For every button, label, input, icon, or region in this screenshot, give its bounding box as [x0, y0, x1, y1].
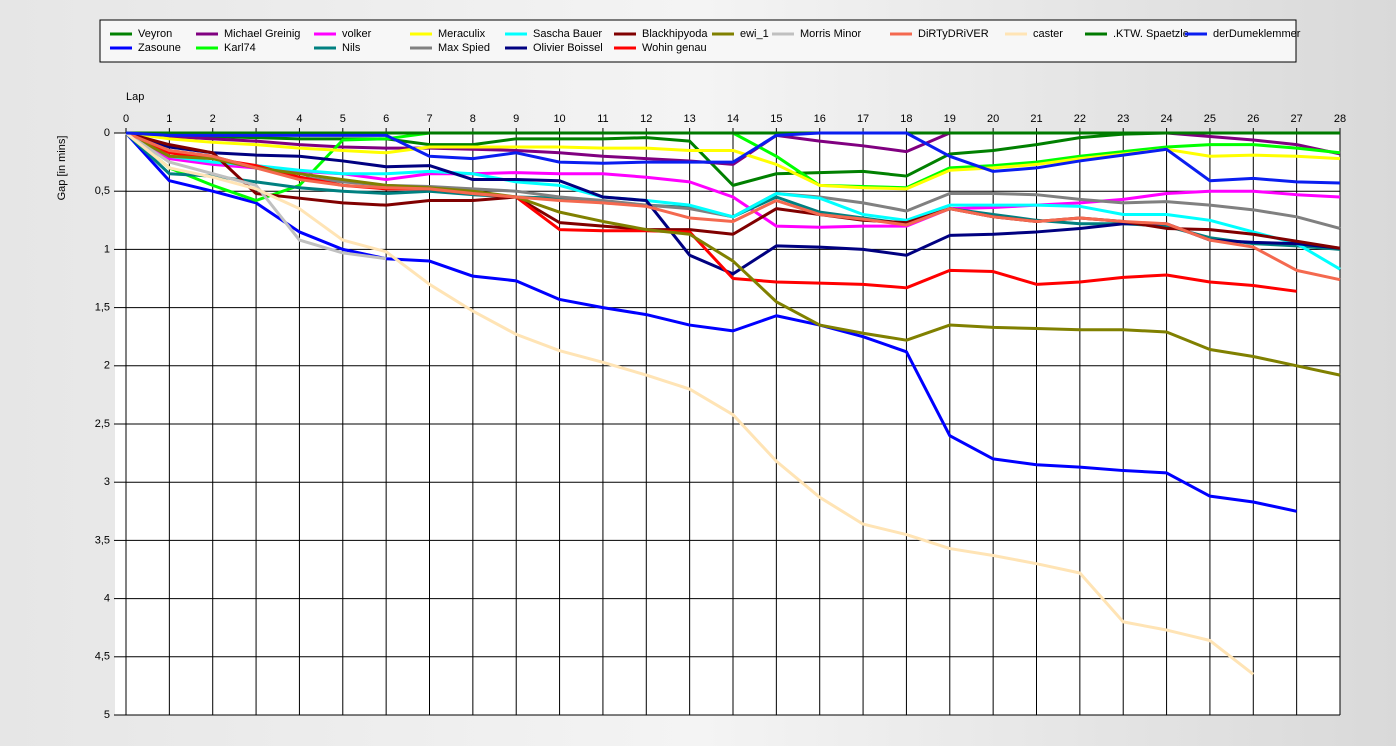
y-tick-label: 0: [104, 127, 110, 139]
series-line: [125, 131, 1341, 271]
x-tick-label: 6: [383, 113, 389, 125]
x-tick-label: 5: [340, 113, 346, 125]
x-tick-label: 23: [1117, 113, 1129, 125]
x-tick-label: 7: [426, 113, 432, 125]
legend-box: [99, 19, 1297, 63]
x-tick-label: 12: [640, 113, 652, 125]
x-tick-label: 25: [1204, 113, 1216, 125]
x-tick-label: 9: [513, 113, 519, 125]
legend-label: Sascha Bauer: [533, 28, 602, 40]
x-tick-label: 19: [944, 113, 956, 125]
y-tick-label: 4,5: [95, 651, 110, 663]
legend-label: Veyron: [138, 28, 172, 40]
x-tick-label: 8: [470, 113, 476, 125]
y-tick-label: 0,5: [95, 185, 110, 197]
legend-label: Wohin genau: [642, 42, 707, 54]
legend-label: Olivier Boissel: [533, 42, 603, 54]
y-tick-label: 2,5: [95, 418, 110, 430]
y-tick-label: 5: [104, 709, 110, 721]
y-tick-label: 4: [104, 593, 110, 605]
x-tick-label: 27: [1291, 113, 1303, 125]
legend-label: Nils: [342, 42, 361, 54]
x-tick-label: 21: [1030, 113, 1042, 125]
x-tick-label: 10: [553, 113, 565, 125]
legend-label: Zasoune: [138, 42, 181, 54]
legend-label: Blackhipyoda: [642, 28, 708, 40]
y-tick-label: 3,5: [95, 534, 110, 546]
x-tick-label: 3: [253, 113, 259, 125]
legend-label: Meraculix: [438, 28, 486, 40]
x-tick-label: 16: [814, 113, 826, 125]
y-axis-label: Gap [in mins]: [56, 136, 68, 201]
series-line: [125, 131, 1255, 676]
legend-label: caster: [1033, 28, 1063, 40]
x-tick-label: 17: [857, 113, 869, 125]
x-tick-label: 22: [1074, 113, 1086, 125]
y-tick-label: 2: [104, 360, 110, 372]
legend-label: derDumeklemmer: [1213, 28, 1301, 40]
x-tick-label: 13: [684, 113, 696, 125]
y-tick-label: 1: [104, 243, 110, 255]
legend-label: .KTW. Spaetzle: [1113, 28, 1189, 40]
legend-label: Karl74: [224, 42, 256, 54]
x-axis-label: Lap: [126, 91, 144, 103]
series-line: [125, 131, 1341, 185]
legend-label: Michael Greinig: [224, 28, 300, 40]
x-tick-label: 24: [1160, 113, 1172, 125]
x-tick-label: 15: [770, 113, 782, 125]
x-tick-label: 14: [727, 113, 739, 125]
x-tick-label: 2: [210, 113, 216, 125]
series-line: [125, 131, 1341, 250]
series-line: [124, 131, 1297, 513]
x-tick-label: 11: [597, 113, 608, 125]
legend-label: DiRTyDRiVER: [918, 28, 989, 40]
x-tick-label: 4: [296, 113, 302, 125]
x-tick-label: 20: [987, 113, 999, 125]
series-line: [125, 131, 387, 261]
x-tick-label: 26: [1247, 113, 1259, 125]
legend-label: ewi_1: [740, 28, 769, 40]
series-line: [125, 131, 1341, 282]
y-tick-label: 3: [104, 476, 110, 488]
x-tick-label: 1: [166, 113, 172, 125]
legend-label: Max Spied: [438, 42, 490, 54]
legend-label: volker: [342, 28, 372, 40]
y-tick-label: 1,5: [95, 302, 110, 314]
x-tick-label: 28: [1334, 113, 1346, 125]
series-line: [125, 131, 1341, 377]
x-tick-label: 0: [123, 113, 129, 125]
legend-label: Morris Minor: [800, 28, 861, 40]
x-tick-label: 18: [900, 113, 912, 125]
